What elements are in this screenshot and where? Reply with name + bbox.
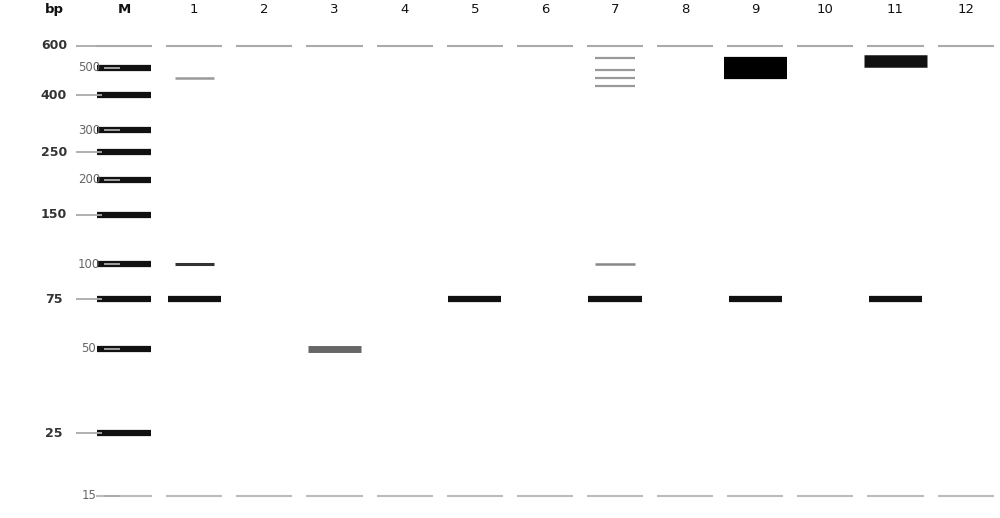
Text: 250: 250 <box>41 146 67 159</box>
Text: 8: 8 <box>681 3 689 16</box>
Text: 25: 25 <box>45 427 63 440</box>
Text: 2: 2 <box>260 3 269 16</box>
Text: 10: 10 <box>817 3 834 16</box>
Text: 4: 4 <box>400 3 409 16</box>
Text: 500: 500 <box>78 61 100 75</box>
Text: 1: 1 <box>190 3 198 16</box>
Text: 3: 3 <box>330 3 339 16</box>
Text: M: M <box>117 3 131 16</box>
Text: 6: 6 <box>541 3 549 16</box>
Text: 7: 7 <box>611 3 619 16</box>
Text: 400: 400 <box>41 89 67 102</box>
Text: 11: 11 <box>887 3 904 16</box>
Text: bp: bp <box>44 3 63 16</box>
Text: 150: 150 <box>41 208 67 221</box>
Text: 5: 5 <box>470 3 479 16</box>
Text: 9: 9 <box>751 3 759 16</box>
Text: 50: 50 <box>82 342 96 355</box>
Text: 300: 300 <box>78 124 100 137</box>
Text: 15: 15 <box>82 489 96 502</box>
Text: 100: 100 <box>78 258 100 271</box>
Text: 200: 200 <box>78 173 100 186</box>
Text: 600: 600 <box>41 39 67 52</box>
Text: 75: 75 <box>45 293 63 306</box>
Text: 12: 12 <box>957 3 974 16</box>
